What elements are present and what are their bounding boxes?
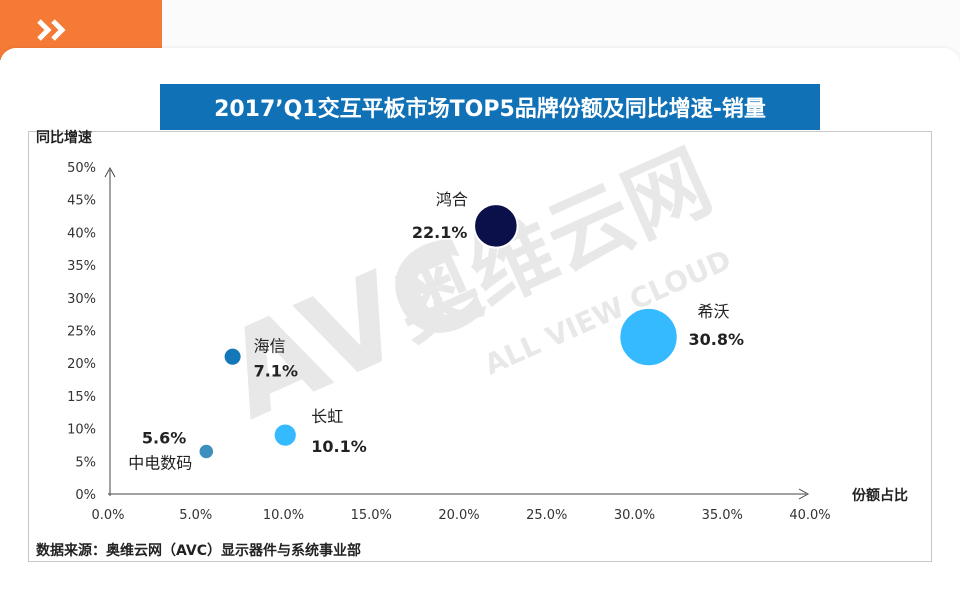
double-chevron-right-icon [37,19,66,41]
y-axis-label: 同比增速 [36,129,92,146]
bubble-name-label: 希沃 [698,302,730,321]
bubble-value-label: 7.1% [254,362,298,381]
y-tick-label: 25% [67,325,96,340]
y-tick-label: 45% [67,194,96,209]
bubble-name-label: 长虹 [311,407,343,426]
x-tick-label: 0.0% [91,508,124,523]
x-tick-label: 25.0% [526,508,567,523]
content-card [0,48,960,600]
x-tick-label: 5.0% [179,508,212,523]
bubble [618,306,679,368]
bubble [222,346,243,367]
bubble-value-label: 22.1% [412,223,468,242]
y-tick-label: 5% [75,455,96,470]
bubble-value-label: 30.8% [689,330,745,349]
bubbles: 鸿合 22.1% 希沃 30.8% 海信 7.1% 长虹 10.1% 中电数码 5.6% [128,190,744,473]
bubble-name-label: 海信 [254,337,286,356]
y-tick-label: 30% [67,292,96,307]
y-ticks: 0% 5% 10% 15% 20% 25% 30% 35% 40% 45% 50% [67,161,96,503]
bubble-value-label: 10.1% [311,437,367,456]
x-tick-label: 10.0% [263,508,304,523]
y-tick-label: 40% [67,226,96,241]
chart-title: 2017’Q1交互平板市场TOP5品牌份额及同比增速-销量 [160,84,820,130]
bubble-name-label: 中电数码 [128,453,192,472]
y-tick-label: 35% [67,259,96,274]
x-tick-label: 15.0% [351,508,392,523]
bubble-value-label: 5.6% [142,428,186,447]
y-axis-arrow [104,166,116,178]
bubble [272,422,298,448]
data-source: 数据来源：奥维云网（AVC）显示器件与系统事业部 [36,543,361,559]
x-tick-label: 20.0% [438,508,479,523]
y-tick-label: 0% [75,488,96,503]
x-axis-arrow [798,488,810,500]
y-tick-label: 20% [67,357,96,372]
watermark: AVC 奥维云网 ALL VIEW CLOUD [205,132,736,446]
x-ticks: 0.0% 5.0% 10.0% 15.0% 20.0% 25.0% 30.0% 35.0% 40… [91,508,830,523]
y-tick-label: 50% [67,161,96,176]
y-tick-label: 10% [67,423,96,438]
x-axis-label: 份额占比 [852,487,908,504]
chart-frame [28,131,932,562]
x-tick-label: 30.0% [614,508,655,523]
x-tick-label: 35.0% [702,508,743,523]
x-tick-label: 40.0% [789,508,830,523]
bubble-name-label: 鸿合 [436,190,468,209]
y-tick-label: 15% [67,390,96,405]
bubble [197,442,216,461]
bubble [473,203,519,249]
